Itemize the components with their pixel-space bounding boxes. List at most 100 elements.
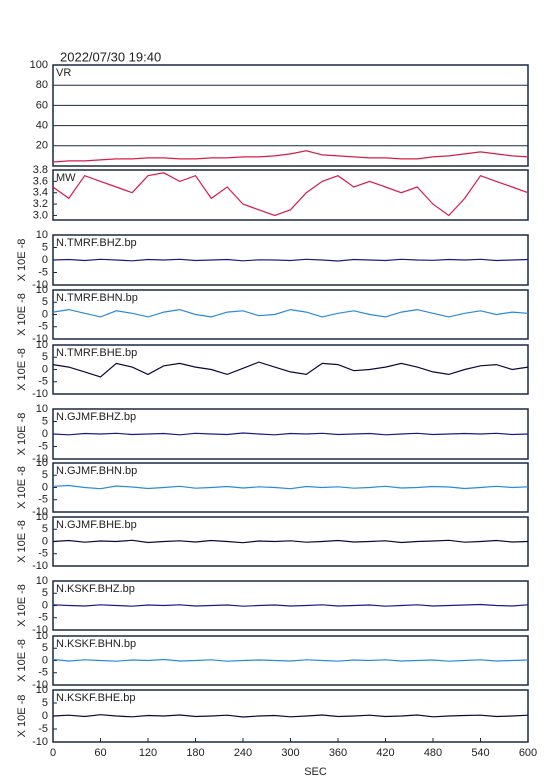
y-tick-label: -5	[38, 723, 48, 735]
y-tick-label: 0	[42, 599, 48, 611]
series-line	[52, 150, 529, 163]
y-tick-label: 0	[42, 363, 48, 375]
x-tick-label: 480	[424, 747, 442, 759]
y-tick-label: 100	[30, 59, 48, 71]
series-line	[52, 484, 529, 490]
panel	[52, 516, 529, 567]
y-tick-label: 5	[42, 642, 48, 654]
panel-label: N.KSKF.BHZ.bp	[56, 583, 135, 595]
panel-label: MW	[56, 172, 76, 184]
y-tick-label: 5	[42, 587, 48, 599]
y-tick-label: 0	[42, 428, 48, 440]
y-tick-label: -10	[32, 453, 48, 465]
y-axis-label: X 10E -8	[16, 413, 28, 456]
y-axis-label: X 10E -8	[16, 639, 28, 682]
x-tick-label: 420	[376, 747, 394, 759]
y-tick-label: 5	[42, 241, 48, 253]
y-tick-label: 20	[36, 140, 48, 152]
y-tick-label: -10	[32, 388, 48, 400]
x-tick-label: 360	[329, 747, 347, 759]
y-tick-label: 60	[36, 99, 48, 111]
y-tick-label: -5	[38, 667, 48, 679]
panel-label: N.TMRF.BHZ.bp	[56, 237, 137, 249]
panel-label: N.GJMF.BHE.bp	[56, 519, 137, 531]
x-tick-label: 540	[471, 747, 489, 759]
panel-label: N.GJMF.BHN.bp	[56, 465, 137, 477]
series-line	[52, 432, 529, 436]
panel-label: VR	[56, 67, 71, 79]
y-tick-label: 5	[42, 697, 48, 709]
y-tick-label: 10	[36, 229, 48, 241]
y-tick-label: 10	[36, 457, 48, 469]
panel-label: N.KSKF.BHE.bp	[56, 692, 135, 704]
y-axis-label: X 10E -8	[16, 293, 28, 336]
y-axis-label: X 10E -8	[16, 695, 28, 738]
y-tick-label: 0	[42, 481, 48, 493]
y-tick-label: -5	[38, 266, 48, 278]
y-tick-label: 0	[42, 710, 48, 722]
y-tick-label: 10	[36, 630, 48, 642]
series-line	[52, 172, 529, 217]
y-tick-label: -10	[32, 679, 48, 691]
y-tick-label: 10	[36, 575, 48, 587]
y-tick-label: 10	[36, 684, 48, 696]
y-axis-label: X 10E -8	[16, 520, 28, 563]
panel	[52, 169, 529, 221]
x-tick-label: 600	[519, 747, 537, 759]
series-line	[52, 658, 529, 662]
y-tick-label: 5	[42, 296, 48, 308]
y-axis-label: X 10E -8	[16, 348, 28, 391]
y-axis-label: X 10E -8	[16, 239, 28, 282]
y-tick-label: 5	[42, 523, 48, 535]
y-axis-label: X 10E -8	[16, 584, 28, 627]
panel-label: N.KSKF.BHN.bp	[56, 638, 136, 650]
series-line	[52, 258, 529, 262]
y-tick-label: -10	[32, 560, 48, 572]
series-line	[52, 714, 529, 718]
y-tick-label: -5	[38, 440, 48, 452]
y-tick-label: 40	[36, 120, 48, 132]
y-tick-label: -10	[32, 506, 48, 518]
y-tick-label: 0	[42, 254, 48, 266]
series-line	[52, 308, 529, 318]
y-tick-label: -5	[38, 321, 48, 333]
y-tick-label: 5	[42, 415, 48, 427]
y-tick-label: 3.0	[33, 209, 48, 221]
x-tick-label: 180	[186, 747, 204, 759]
panel-label: N.TMRF.BHN.bp	[56, 292, 138, 304]
y-tick-label: 80	[36, 79, 48, 91]
x-tick-label: 60	[94, 747, 106, 759]
panel-label: N.TMRF.BHE.bp	[56, 347, 137, 359]
y-tick-label: 10	[36, 511, 48, 523]
y-tick-label: 10	[36, 339, 48, 351]
y-tick-label: -5	[38, 376, 48, 388]
y-tick-label: 3.4	[33, 187, 48, 199]
x-tick-label: 0	[50, 747, 56, 759]
panel	[52, 64, 529, 167]
x-tick-label: 240	[234, 747, 252, 759]
y-tick-label: 0	[42, 535, 48, 547]
series-line	[52, 361, 529, 378]
x-axis-label: SEC	[304, 766, 327, 778]
y-tick-label: -5	[38, 548, 48, 560]
y-tick-label: 0	[42, 308, 48, 320]
y-tick-label: -5	[38, 494, 48, 506]
y-tick-label: -10	[32, 279, 48, 291]
y-tick-label: 10	[36, 284, 48, 296]
y-tick-label: -10	[32, 333, 48, 345]
y-axis-label: X 10E -8	[16, 466, 28, 509]
y-tick-label: 3.6	[33, 175, 48, 187]
panel	[52, 344, 529, 395]
y-tick-label: 3.2	[33, 198, 48, 210]
y-tick-label: -5	[38, 612, 48, 624]
panel-label: N.GJMF.BHZ.bp	[56, 411, 136, 423]
series-line	[52, 539, 529, 544]
y-tick-label: 5	[42, 469, 48, 481]
y-tick-label: 10	[36, 403, 48, 415]
y-tick-label: -10	[32, 624, 48, 636]
y-tick-label: 3.8	[33, 164, 48, 176]
x-tick-label: 120	[139, 747, 157, 759]
chart-title: 2022/07/30 19:40	[60, 49, 161, 64]
panel	[52, 289, 529, 340]
